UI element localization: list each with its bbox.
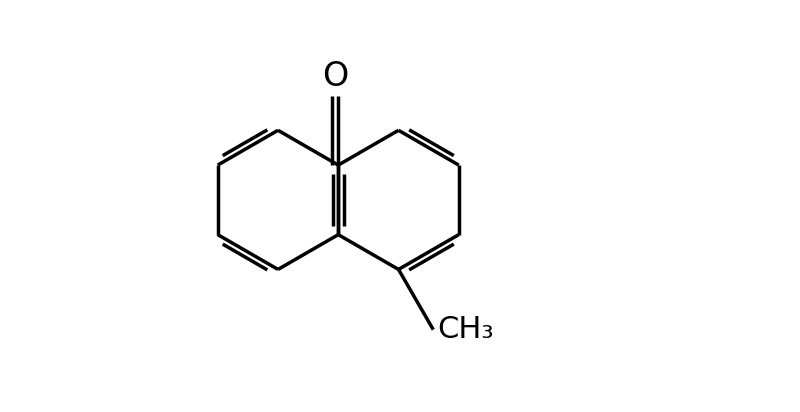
Text: CH₃: CH₃ [438, 315, 494, 344]
Text: O: O [322, 61, 348, 94]
